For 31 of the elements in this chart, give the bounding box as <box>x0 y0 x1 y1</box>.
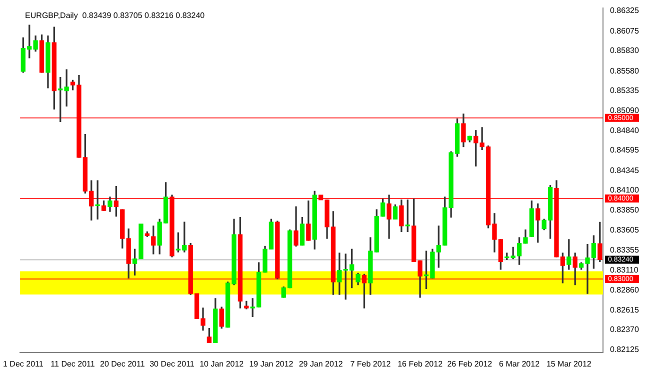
y-tick-label: 0.85090 <box>610 106 640 115</box>
text: EURGBP,Daily 0.83439 0.83705 0.83216 0.83240 <box>25 11 206 20</box>
x-tick-label: 1 Dec 2011 <box>3 359 44 368</box>
x-tick-label: 19 Jan 2012 <box>249 359 294 368</box>
y-tick-label: 0.86075 <box>610 26 640 36</box>
y-tick-label: 0.82615 <box>610 305 640 314</box>
x-tick-label: 11 Dec 2011 <box>50 359 96 368</box>
x-tick-label: 7 Feb 2012 <box>350 359 392 368</box>
y-tick-label: 0.85335 <box>610 86 640 96</box>
x-tick-label: 29 Jan 2012 <box>298 359 344 368</box>
y-tick-label: 0.82370 <box>610 325 640 334</box>
y-tick-label: 0.86325 <box>610 6 640 16</box>
x-tick-label: 10 Jan 2012 <box>200 359 244 368</box>
x-tick-label: 30 Dec 2011 <box>150 359 195 368</box>
x-tick-label: 20 Dec 2011 <box>100 359 146 368</box>
x-tick-label: 16 Feb 2012 <box>398 359 444 368</box>
y-tick-label: 0.83355 <box>610 246 640 255</box>
y-tick-label: 0.83850 <box>610 206 640 215</box>
x-tick-label: 6 Mar 2012 <box>499 359 540 368</box>
y-tick-label: 0.84345 <box>610 166 640 175</box>
y-tick-label: 0.85830 <box>610 46 640 56</box>
y-tick-label: 0.84840 <box>610 126 640 135</box>
y-tick-label: 0.85580 <box>610 66 640 76</box>
y-tick-label: 0.84595 <box>610 146 640 155</box>
y-tick-label: 0.83605 <box>610 225 640 234</box>
y-tick-label: 0.83110 <box>610 265 639 274</box>
y-tick-label: 0.84100 <box>610 186 640 195</box>
y-tick-label: 0.82860 <box>610 286 640 295</box>
x-tick-label: 26 Feb 2012 <box>447 359 493 368</box>
y-tick-label: 0.82125 <box>610 344 640 354</box>
x-tick-label: 15 Mar 2012 <box>546 359 592 368</box>
